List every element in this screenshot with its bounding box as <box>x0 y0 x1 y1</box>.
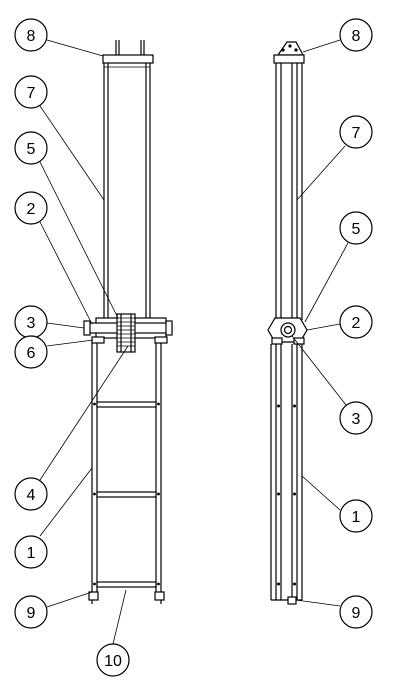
svg-text:2: 2 <box>352 315 361 332</box>
gear-wheel <box>116 313 136 353</box>
svg-text:5: 5 <box>352 221 361 238</box>
top-cap-plate <box>102 54 154 64</box>
callout-10-left: 10 <box>96 643 130 677</box>
callout-8-left: 8 <box>14 18 48 52</box>
svg-text:8: 8 <box>27 28 36 45</box>
svg-text:7: 7 <box>352 125 361 142</box>
upper-frame <box>103 63 151 320</box>
svg-text:2: 2 <box>27 201 36 218</box>
side-view <box>267 41 308 605</box>
front-view <box>83 40 173 604</box>
callout-5-right: 5 <box>339 211 373 245</box>
callout-9-right: 9 <box>339 595 373 629</box>
callout-2-left: 2 <box>14 191 48 225</box>
callout-3-left: 3 <box>14 305 48 339</box>
svg-text:4: 4 <box>27 487 36 504</box>
callout-7-left: 7 <box>14 75 48 109</box>
callout-6-left: 6 <box>14 335 48 369</box>
svg-text:1: 1 <box>27 545 36 562</box>
svg-text:3: 3 <box>352 411 361 428</box>
svg-text:10: 10 <box>104 653 122 670</box>
callout-8-right: 8 <box>339 18 373 52</box>
callout-7-right: 7 <box>339 115 373 149</box>
svg-text:8: 8 <box>352 28 361 45</box>
callout-2-right: 2 <box>339 305 373 339</box>
side-top-cap <box>273 54 305 64</box>
callout-4-left: 4 <box>14 477 48 511</box>
svg-text:5: 5 <box>27 141 36 158</box>
svg-text:6: 6 <box>27 345 36 362</box>
leader-lines <box>39 39 349 645</box>
callout-3-right: 3 <box>339 401 373 435</box>
svg-text:9: 9 <box>27 605 36 622</box>
svg-text:1: 1 <box>352 509 361 526</box>
side-upper-frame <box>275 63 303 320</box>
svg-text:9: 9 <box>352 605 361 622</box>
side-lower-frame <box>270 344 303 605</box>
svg-text:7: 7 <box>27 85 36 102</box>
callout-1-right: 1 <box>339 499 373 533</box>
callout-1-left: 1 <box>14 535 48 569</box>
callout-5-left: 5 <box>14 131 48 165</box>
svg-text:3: 3 <box>27 315 36 332</box>
lower-ladder <box>88 343 165 604</box>
callout-9-left: 9 <box>14 595 48 629</box>
